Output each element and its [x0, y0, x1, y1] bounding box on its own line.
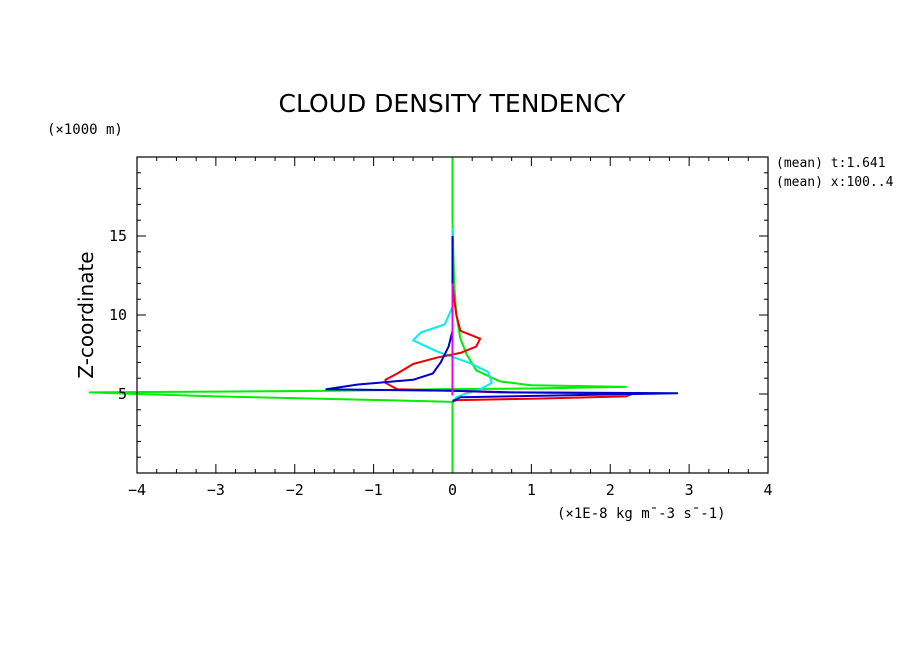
- tick-labels: −4 −3 −2 −1 0 1 2 3 4 5 10 15: [109, 227, 773, 499]
- y-tick-label: 10: [109, 306, 127, 324]
- x-tick-label: 4: [763, 481, 772, 499]
- x-tick-label: −3: [207, 481, 225, 499]
- y-axis-label: Z-coordinate: [74, 251, 98, 378]
- annotation-time: (mean) t:1.641: [776, 156, 886, 171]
- x-tick-label: −2: [286, 481, 304, 499]
- y-tick-label: 5: [118, 385, 127, 403]
- x-tick-label: 0: [448, 481, 457, 499]
- x-tick-label: 3: [685, 481, 694, 499]
- x-tick-label: −1: [365, 481, 383, 499]
- x-tick-label: 1: [527, 481, 536, 499]
- chart-title: CLOUD DENSITY TENDENCY: [279, 89, 627, 118]
- series-lines: [88, 157, 679, 473]
- x-tick-label: 2: [606, 481, 615, 499]
- annotation-x: (mean) x:100..4: [776, 175, 894, 190]
- series-line-4: [325, 236, 679, 403]
- plot-frame: [136, 156, 769, 474]
- x-unit-label: (×1E-8 kg m¯-3 s¯-1): [557, 506, 726, 522]
- y-tick-label: 15: [109, 227, 127, 245]
- series-line-1: [88, 157, 627, 473]
- axis-ticks: [136, 156, 769, 474]
- y-unit-label: (×1000 m): [47, 122, 123, 138]
- x-tick-label: −4: [128, 481, 146, 499]
